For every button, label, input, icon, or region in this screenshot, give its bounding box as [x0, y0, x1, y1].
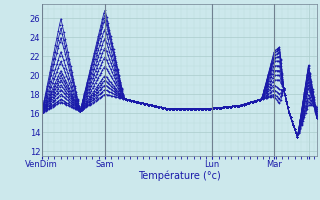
X-axis label: Température (°c): Température (°c) — [138, 171, 220, 181]
